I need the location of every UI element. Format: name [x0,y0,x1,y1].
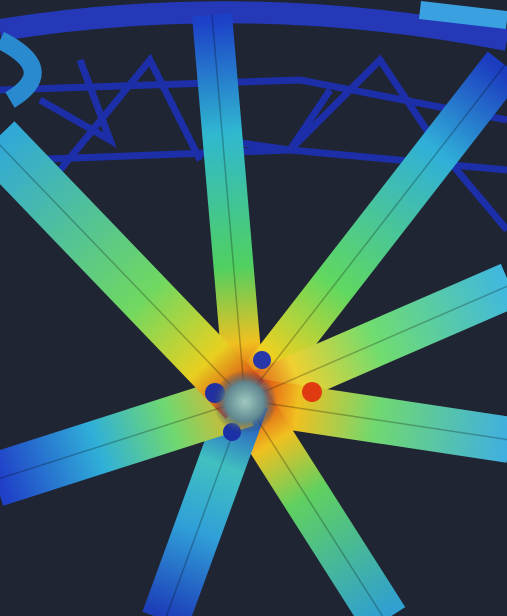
beam [227,51,507,414]
beam-edge [244,64,506,401]
truss-member [38,58,117,148]
beam [224,387,406,616]
beam [0,121,265,419]
beam-edge [244,399,384,616]
beam [0,374,254,506]
truss-member [0,76,507,124]
beam-edges [0,14,507,616]
beam [241,377,507,463]
beam-edge [244,285,507,401]
beam-edge [0,399,246,480]
truss-member [219,88,333,154]
beam [235,263,507,422]
hot-spot [253,351,271,369]
beam-edge [244,399,507,441]
truss-member [287,54,507,233]
truss-member [418,1,507,29]
truss [0,1,507,233]
truss-member [0,31,42,108]
truss-member [57,53,204,173]
hot-spot [302,382,322,402]
hub [213,370,277,434]
beam [192,13,265,402]
beam-edge [211,14,246,401]
beam-edge [0,144,246,401]
truss-arc [0,1,507,51]
beams [0,13,507,616]
